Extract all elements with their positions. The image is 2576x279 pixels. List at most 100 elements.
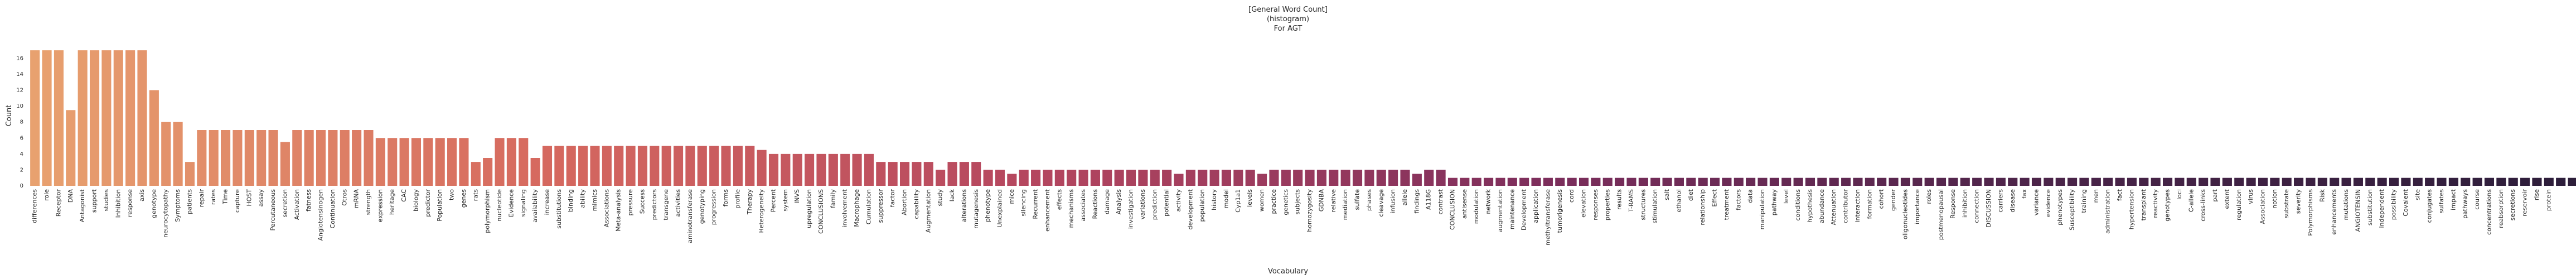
- bar: [1877, 177, 1887, 186]
- x-tick-label: infusion: [1389, 189, 1397, 213]
- x-tick-label: manipulation: [1759, 189, 1766, 229]
- bar: [1591, 177, 1601, 186]
- x-tick-label: Therapy: [746, 189, 753, 215]
- bar: [1126, 170, 1136, 186]
- bar: [757, 150, 767, 186]
- y-tick-label: 2: [20, 167, 23, 173]
- bar: [2222, 177, 2232, 186]
- bar: [233, 130, 243, 186]
- bar: [1198, 170, 1208, 186]
- bar: [650, 146, 660, 186]
- x-tick-label: repair: [198, 189, 205, 208]
- bar: [1662, 177, 1672, 186]
- x-tick-label: contributor: [1842, 189, 1849, 224]
- x-tick-label: possibility: [2390, 189, 2398, 220]
- bar: [101, 50, 112, 186]
- x-tick-label: contrast: [1437, 189, 1444, 214]
- bar: [1007, 174, 1017, 186]
- x-tick-label: CONCLUSION: [1449, 189, 1456, 230]
- x-tick-label: activity: [1175, 189, 1182, 212]
- bar: [2568, 177, 2576, 186]
- bar: [840, 153, 850, 186]
- bar: [852, 153, 862, 186]
- bar: [590, 146, 600, 186]
- x-tick-label: Reactions: [1091, 189, 1098, 219]
- x-tick-label: notion: [2271, 189, 2278, 209]
- x-tick-label: Otros: [341, 189, 348, 206]
- x-tick-label: oligonucleotides: [1901, 189, 1909, 239]
- x-tick-label: practice: [1270, 189, 1277, 214]
- x-tick-label: availability: [531, 189, 539, 223]
- x-tick-label: part: [2211, 189, 2219, 201]
- bar: [1781, 177, 1791, 186]
- bar: [1936, 177, 1946, 186]
- x-tick-label: upregulation: [806, 189, 813, 228]
- x-tick-label: secretion: [281, 189, 288, 218]
- x-tick-label: stimulation: [1652, 189, 1659, 224]
- y-tick-label: 6: [20, 135, 23, 141]
- x-tick-label: subjects: [1294, 189, 1301, 215]
- bar: [2246, 177, 2256, 186]
- bar: [1329, 170, 1339, 186]
- x-tick-label: potential: [1163, 189, 1170, 217]
- bar: [113, 50, 123, 186]
- x-tick-label: predictor: [424, 189, 432, 217]
- bar: [209, 130, 219, 186]
- x-tick-label: Success: [638, 189, 646, 214]
- x-tick-label: relative: [1330, 189, 1337, 213]
- bar: [1698, 177, 1708, 186]
- bar: [983, 170, 993, 186]
- bar: [1102, 170, 1112, 186]
- bar: [1031, 170, 1041, 186]
- bar: [2020, 177, 2030, 186]
- x-tick-label: progression: [710, 189, 718, 225]
- x-tick-label: capture: [234, 189, 241, 213]
- bar: [2008, 177, 2018, 186]
- x-tick-label: transplant: [2140, 189, 2147, 220]
- x-tick-label: Analysis: [1115, 189, 1122, 215]
- bar: [30, 50, 40, 186]
- bar: [1233, 170, 1243, 186]
- x-tick-label: fact: [2116, 189, 2123, 201]
- bar: [2413, 177, 2423, 186]
- bar: [1019, 170, 1029, 186]
- x-tick-label: Symptoms: [174, 189, 181, 222]
- x-tick-label: extent: [2223, 189, 2230, 209]
- chart-title: [General Word Count]: [1248, 6, 1328, 14]
- x-tick-label: disease: [2009, 189, 2016, 213]
- x-tick-label: biology: [412, 189, 419, 212]
- x-tick-label: cohort: [1878, 189, 1885, 209]
- bar: [221, 130, 231, 186]
- x-tick-label: ability: [579, 189, 587, 208]
- bar: [1078, 170, 1088, 186]
- y-tick-label: 14: [16, 71, 23, 78]
- x-tick-label: genotype: [150, 189, 157, 218]
- bar: [1340, 170, 1350, 186]
- x-tick-label: virus: [2247, 189, 2254, 204]
- x-tick-label: levels: [1246, 189, 1253, 207]
- x-tick-label: CAC: [400, 189, 408, 202]
- x-tick-label: genotyping: [698, 189, 705, 224]
- x-tick-label: increase: [544, 189, 551, 215]
- x-tick-label: mutagenesis: [972, 189, 980, 229]
- x-tick-label: profile: [734, 189, 741, 209]
- bar: [1376, 170, 1386, 186]
- x-tick-label: salt: [1663, 189, 1670, 200]
- x-tick-label: administration: [2104, 189, 2112, 234]
- bar: [2127, 177, 2137, 186]
- bar: [1305, 170, 1315, 186]
- x-tick-label: Cyp1a1: [1234, 189, 1242, 213]
- x-tick-label: two: [448, 189, 456, 200]
- bar: [1471, 177, 1481, 186]
- bar: [2401, 177, 2411, 186]
- bar: [2175, 177, 2185, 186]
- x-tick-label: Time: [222, 189, 229, 205]
- x-tick-label: site: [2414, 189, 2421, 200]
- x-tick-label: model: [1222, 189, 1229, 208]
- bar: [1769, 177, 1779, 186]
- bar: [2425, 177, 2435, 186]
- bar: [495, 138, 505, 186]
- x-tick-label: Continuation: [329, 189, 336, 229]
- x-tick-label: axis: [138, 189, 146, 201]
